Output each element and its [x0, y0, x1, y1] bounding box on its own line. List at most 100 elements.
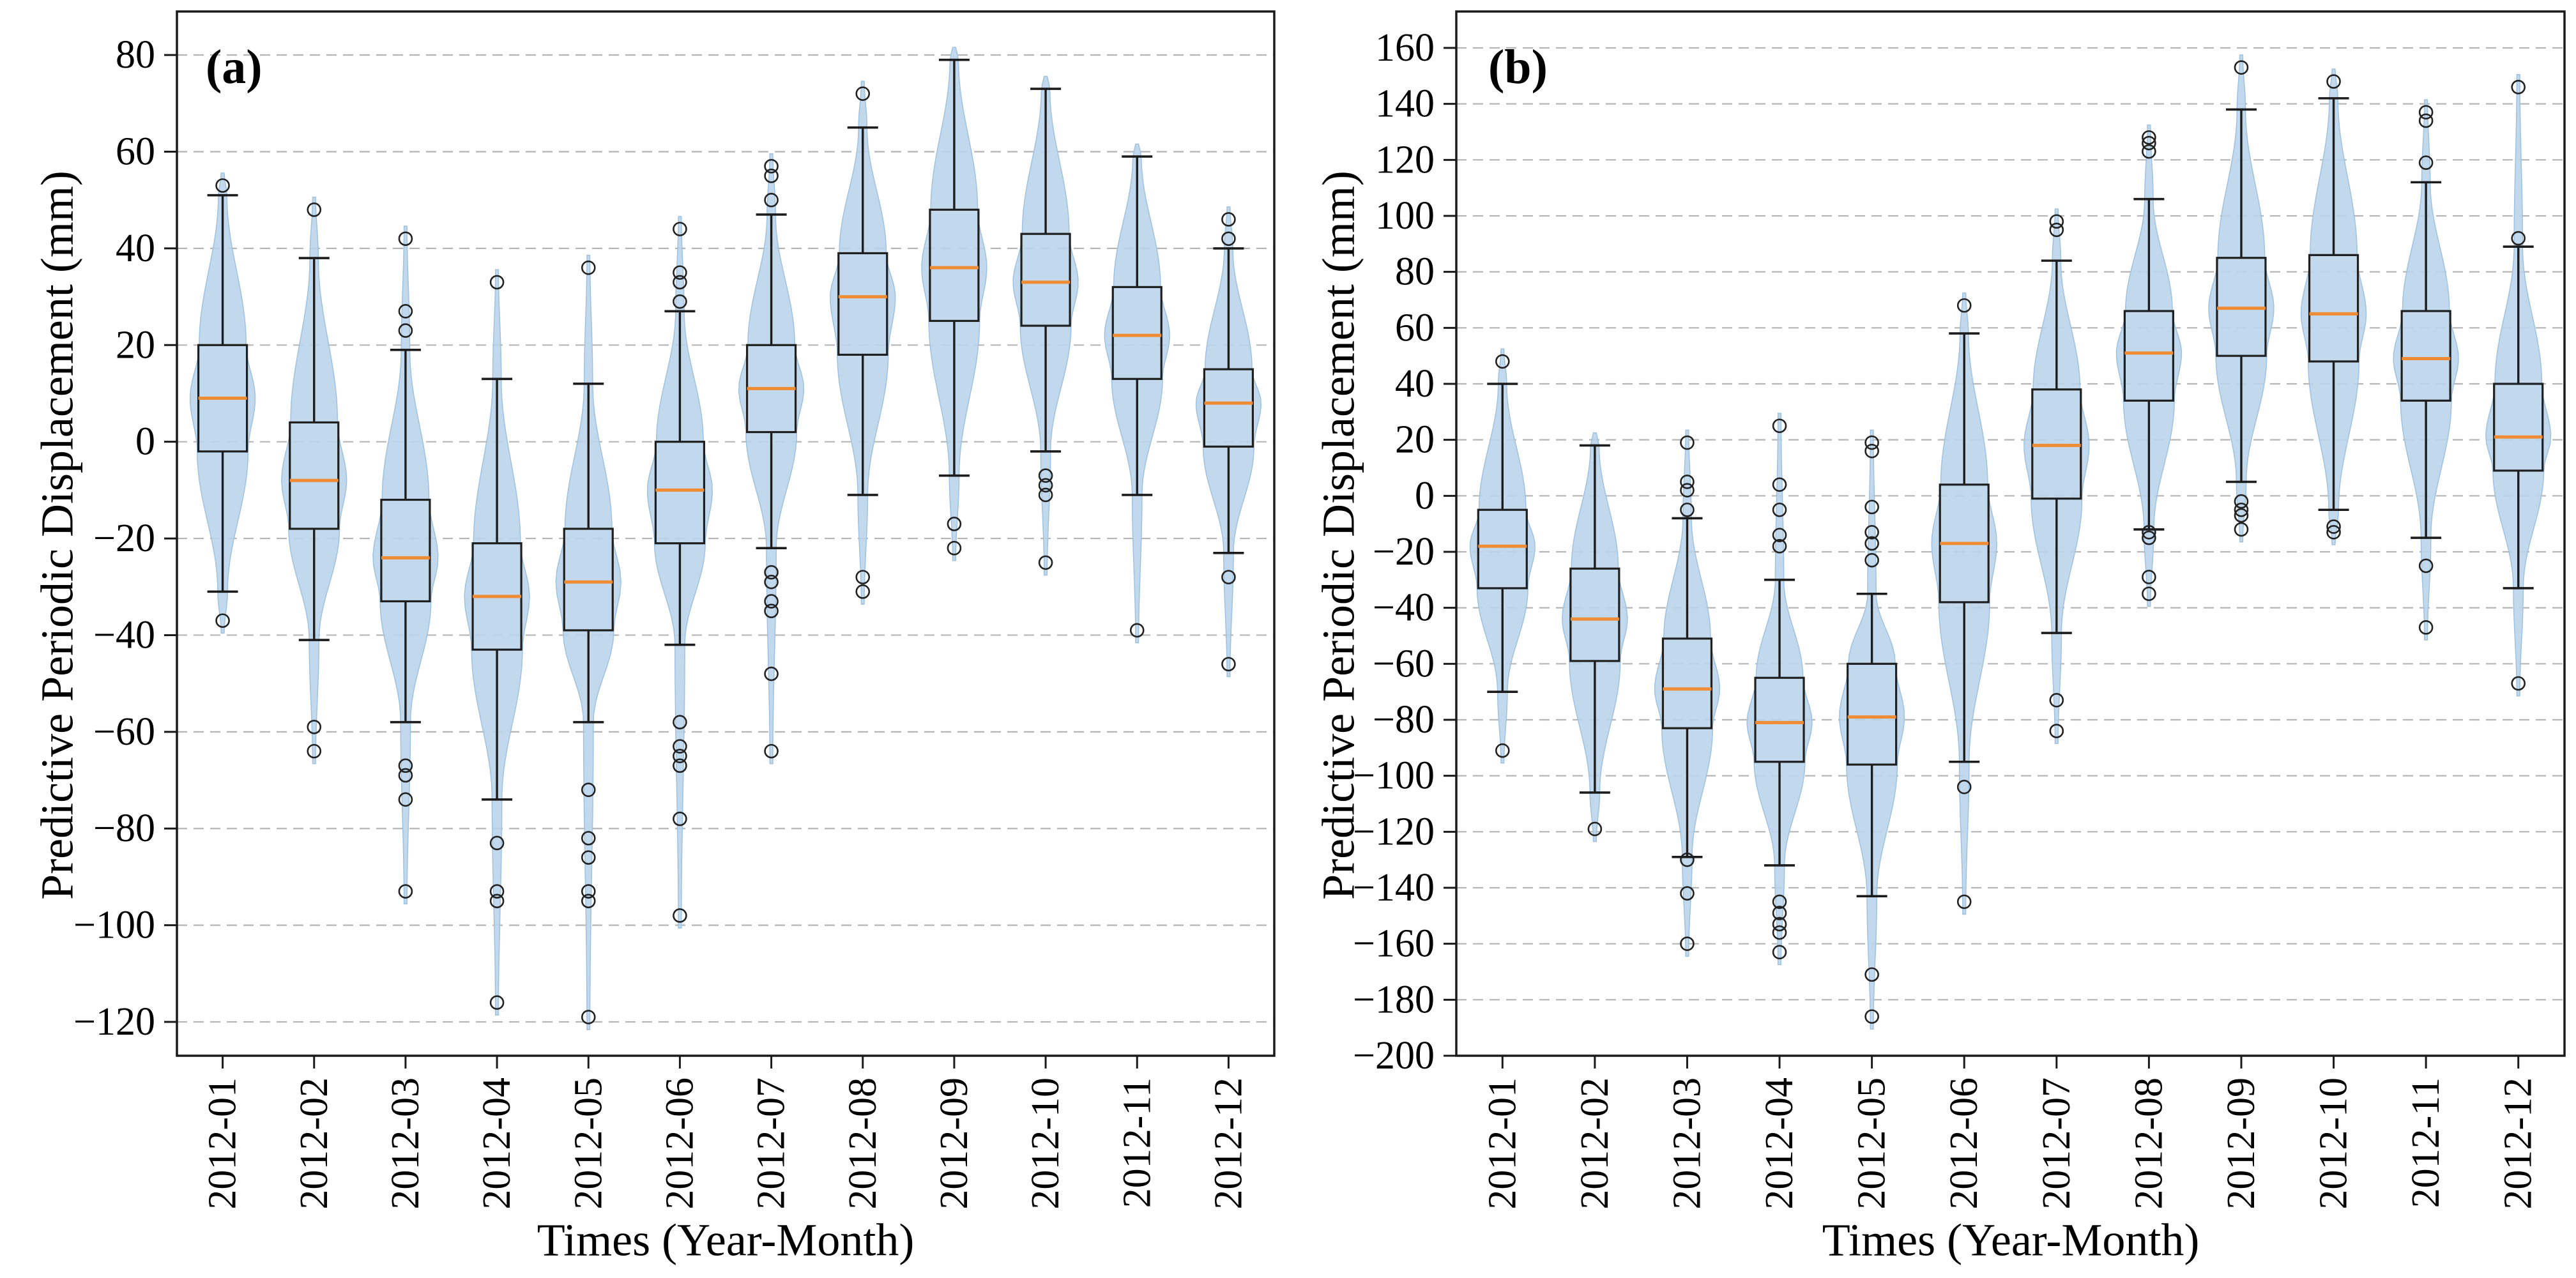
- outlier-point: [764, 594, 779, 609]
- outlier-point: [1221, 570, 1236, 584]
- outlier-point: [2511, 231, 2526, 246]
- x-tick-label: 2012-09: [2220, 1077, 2263, 1210]
- outlier-point: [1772, 538, 1787, 554]
- y-tick-label: −200: [1353, 1034, 1435, 1077]
- outlier-point: [1864, 443, 1879, 459]
- panel-a-label: (a): [206, 40, 263, 94]
- outlier-point: [947, 540, 962, 556]
- outlier-point: [581, 894, 596, 909]
- outlier-point: [673, 222, 687, 236]
- outlier-point: [2418, 558, 2434, 574]
- x-tick-label: 2012-09: [933, 1077, 976, 1210]
- y-tick-label: −120: [1353, 810, 1435, 853]
- violin-2012-07: [2023, 208, 2090, 744]
- outlier-point: [1772, 917, 1787, 932]
- box-2012-11: [2400, 310, 2451, 402]
- x-tick-label: 2012-11: [2404, 1077, 2448, 1208]
- box-2012-01: [1477, 508, 1528, 590]
- violin-2012-01: [189, 172, 256, 634]
- outlier-point: [1680, 886, 1695, 901]
- outlier-point: [2511, 676, 2526, 691]
- outlier-point: [1772, 502, 1787, 517]
- outlier-point: [581, 831, 596, 846]
- y-tick-label: 40: [1395, 362, 1435, 406]
- violin-2012-04: [464, 269, 530, 1016]
- y-tick-label: −80: [1373, 698, 1435, 742]
- outlier-point: [1680, 852, 1695, 867]
- outlier-point: [1864, 536, 1879, 551]
- outlier-point: [855, 584, 871, 599]
- panel-b: 160 140 120 100 80 60 40 20 0 −20 −40 −60 −80 −100 −12…: [1353, 10, 2566, 1210]
- violin-2012-11: [2393, 99, 2459, 641]
- y-tick-label: −20: [1373, 530, 1435, 574]
- outlier-point: [2142, 130, 2156, 145]
- y-tick-label: −160: [1353, 922, 1435, 966]
- panel-a: 80 60 40 20 0 −20 −40 −60 −80 −100 −120 2012-01 2012…: [73, 10, 1276, 1210]
- outlier-point: [2142, 525, 2156, 540]
- outlier-point: [2049, 693, 2064, 708]
- outlier-point: [2142, 135, 2156, 151]
- violin-2012-09: [921, 47, 987, 561]
- x-tick-label: 2012-05: [567, 1077, 610, 1210]
- outlier-point: [581, 850, 596, 865]
- outlier-point: [673, 758, 687, 773]
- x-tick-label: 2012-02: [293, 1077, 336, 1210]
- outlier-point: [764, 666, 779, 681]
- outlier-point: [2234, 522, 2249, 537]
- y-tick-label: 60: [1395, 306, 1435, 349]
- outlier-point: [1864, 1009, 1879, 1024]
- y-axis-title-b: Predictive Periodic Displacement (mm): [1313, 171, 1364, 900]
- outlier-point: [673, 275, 687, 290]
- violin-2012-01: [1469, 348, 1536, 764]
- outlier-point: [1680, 502, 1695, 517]
- outlier-point: [2326, 519, 2341, 534]
- violin-2012-12: [2485, 73, 2552, 697]
- outlier-point: [2142, 586, 2156, 602]
- axis-frame: [176, 10, 1276, 1057]
- outlier-point: [398, 231, 413, 247]
- outlier-point: [1680, 475, 1695, 489]
- outlier-point: [1772, 894, 1787, 909]
- y-tick-label: 0: [1415, 474, 1435, 517]
- y-tick-label: −60: [1373, 642, 1435, 685]
- outlier-point: [489, 835, 505, 851]
- x-tick-label: 2012-03: [1665, 1077, 1709, 1210]
- outlier-point: [673, 749, 687, 763]
- outlier-point: [2418, 155, 2434, 171]
- outlier-point: [1495, 743, 1510, 758]
- y-tick-label: 80: [116, 33, 155, 77]
- y-tick-label: −40: [1373, 586, 1435, 630]
- violin-2012-04: [1746, 413, 1813, 966]
- outlier-point: [581, 884, 596, 899]
- outlier-point: [489, 275, 505, 290]
- outlier-point: [2142, 570, 2156, 584]
- outlier-point: [673, 908, 687, 923]
- outlier-point: [855, 570, 871, 584]
- outlier-point: [2418, 113, 2434, 128]
- x-tick-label: 2012-06: [1942, 1077, 1986, 1210]
- box-2012-02: [1569, 567, 1620, 662]
- outlier-point: [398, 792, 413, 807]
- outlier-point: [398, 768, 413, 783]
- outlier-point: [673, 715, 687, 730]
- outlier-point: [1772, 477, 1787, 492]
- y-tick-label: −100: [1353, 754, 1435, 798]
- outlier-point: [1956, 779, 1972, 795]
- box-2012-11: [1111, 285, 1162, 380]
- x-tick-label: 2012-08: [841, 1077, 885, 1210]
- x-tick-label: 2012-08: [2127, 1077, 2170, 1210]
- x-tick-label: 2012-07: [2035, 1077, 2078, 1210]
- outlier-point: [764, 565, 779, 580]
- x-tick-label: 2012-11: [1115, 1077, 1159, 1208]
- y-tick-label: 40: [116, 227, 155, 270]
- y-axis-title-a: Predictive Periodic Displacement (mm): [31, 171, 83, 900]
- outlier-point: [673, 739, 687, 754]
- x-tick-label: 2012-03: [384, 1077, 427, 1210]
- outlier-point: [764, 604, 779, 618]
- outlier-point: [581, 260, 596, 275]
- outlier-point: [1864, 499, 1879, 515]
- outlier-point: [673, 265, 687, 280]
- box-2012-10: [1020, 232, 1071, 327]
- violin-2012-08: [2115, 124, 2183, 607]
